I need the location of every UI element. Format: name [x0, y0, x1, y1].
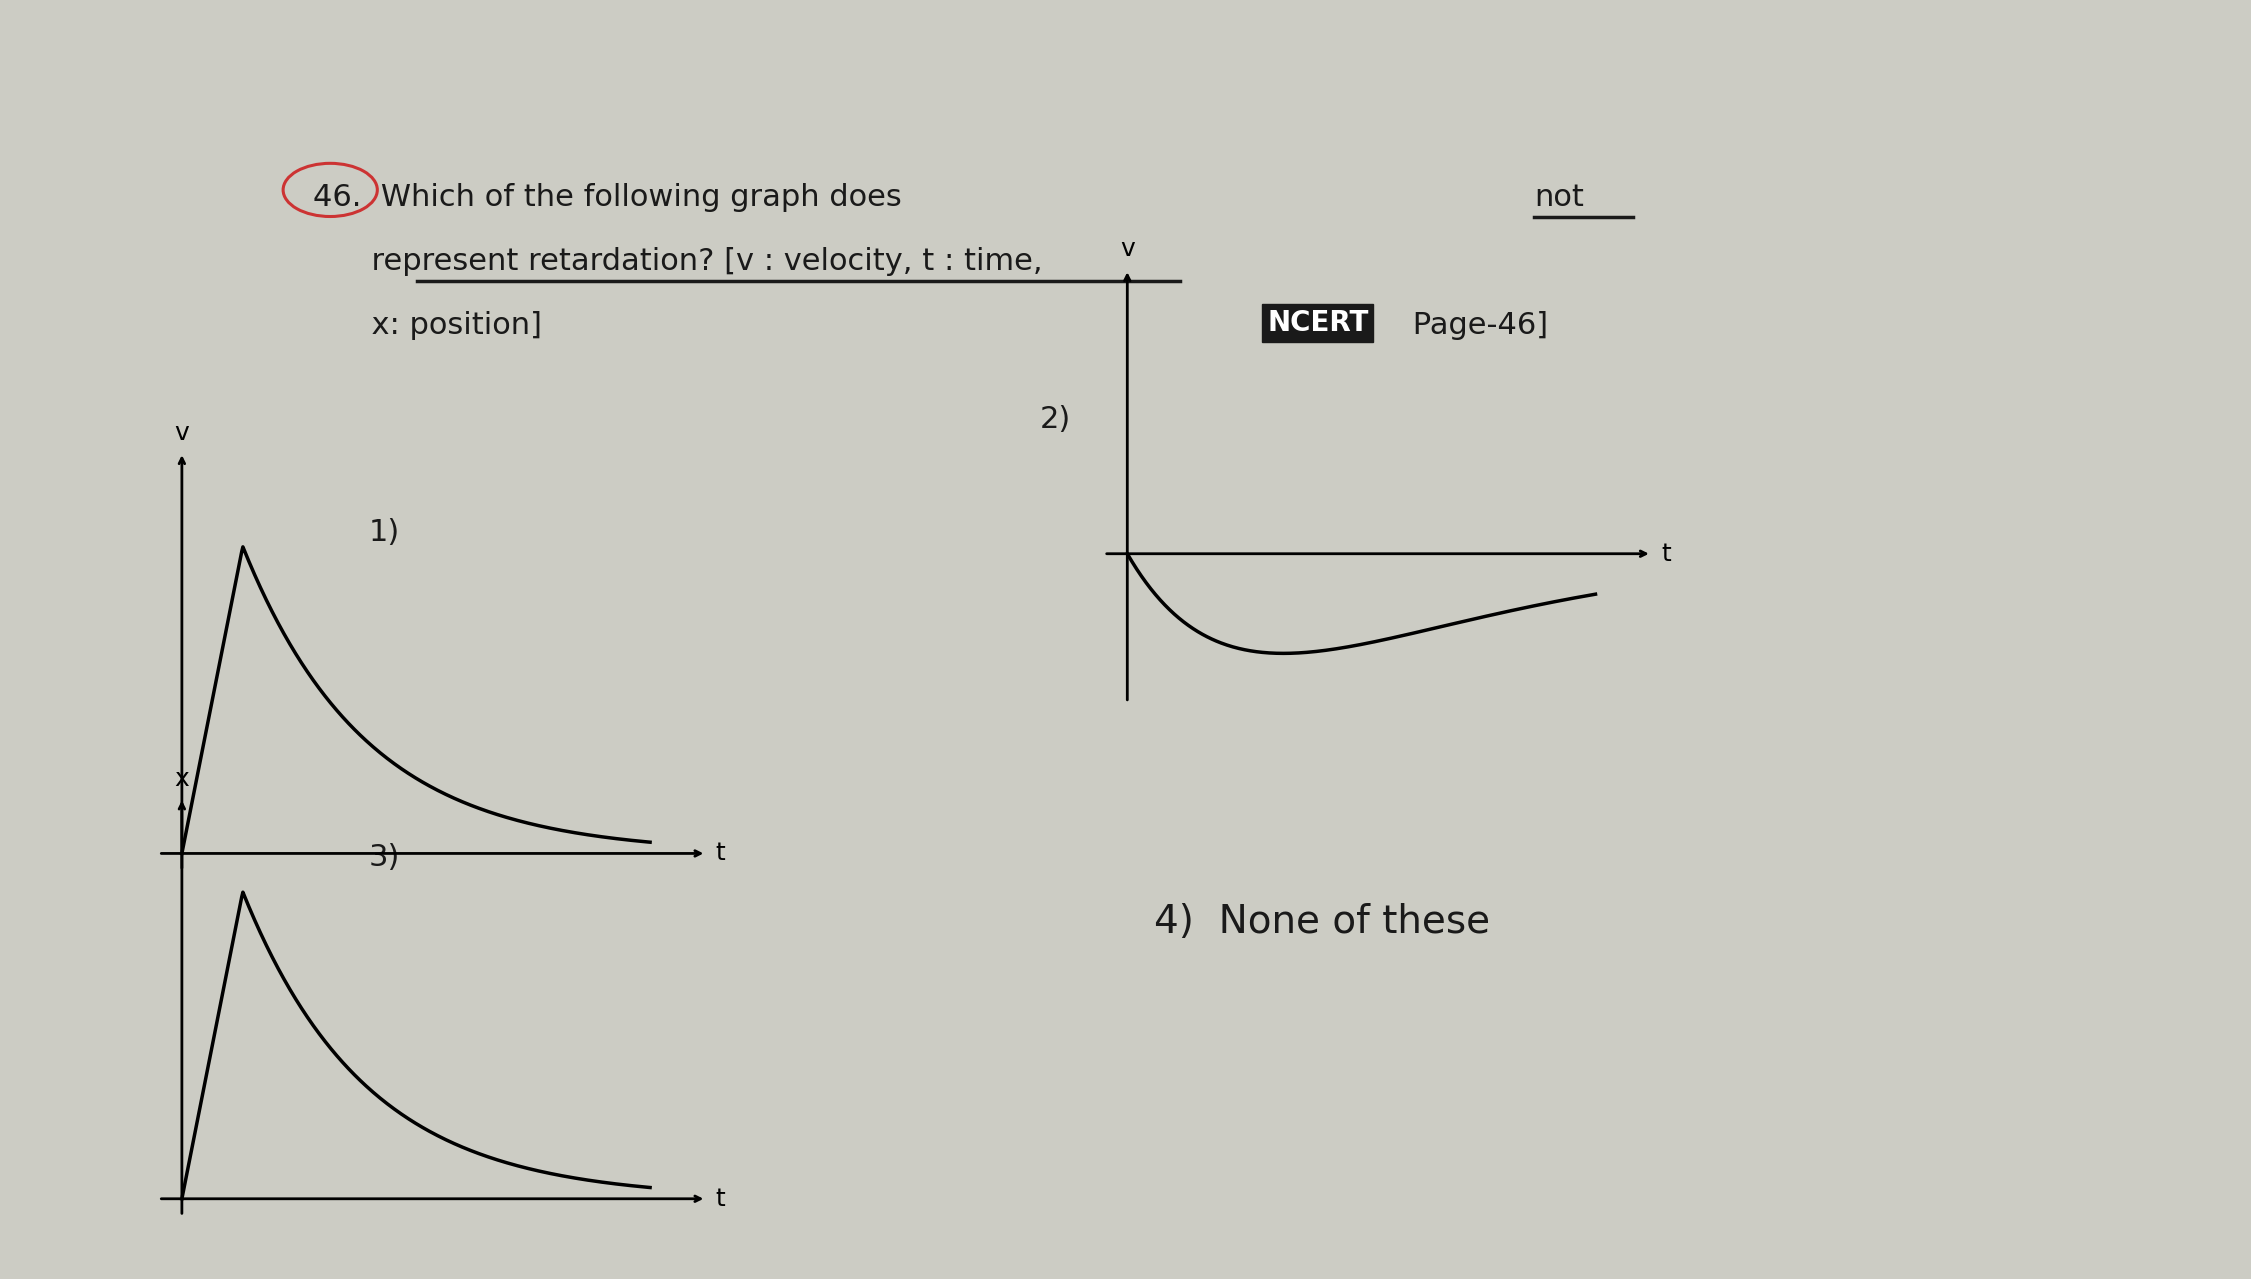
- Text: Page-46]: Page-46]: [1402, 311, 1549, 340]
- Text: t: t: [716, 1187, 725, 1211]
- Text: t: t: [716, 842, 725, 866]
- Text: not: not: [1533, 183, 1585, 212]
- Text: 46.  Which of the following graph does: 46. Which of the following graph does: [313, 183, 912, 212]
- Text: t: t: [1661, 542, 1670, 565]
- Text: NCERT: NCERT: [1267, 310, 1369, 338]
- Text: 2): 2): [1040, 405, 1071, 434]
- Text: v: v: [176, 421, 189, 445]
- Text: represent retardation? [v : velocity, t : time,: represent retardation? [v : velocity, t …: [313, 247, 1042, 276]
- Text: 3): 3): [369, 843, 401, 872]
- Text: x: x: [176, 766, 189, 790]
- Text: 1): 1): [369, 518, 401, 547]
- Text: x: position]: x: position]: [313, 311, 542, 340]
- Text: v: v: [1121, 237, 1135, 261]
- Text: 4)  None of these: 4) None of these: [1153, 903, 1490, 940]
